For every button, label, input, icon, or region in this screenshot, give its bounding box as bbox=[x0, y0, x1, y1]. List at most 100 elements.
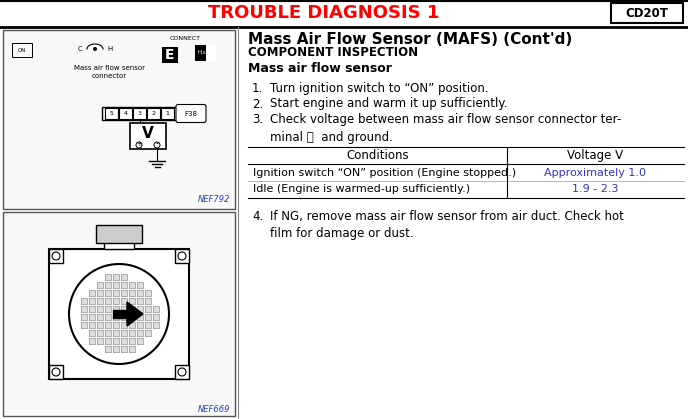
Bar bbox=[3, 212, 235, 416]
Bar bbox=[129, 322, 135, 328]
Bar bbox=[129, 338, 135, 344]
Text: 3.: 3. bbox=[252, 113, 263, 126]
Bar bbox=[121, 330, 127, 336]
Text: 2: 2 bbox=[151, 111, 155, 116]
Bar bbox=[145, 330, 151, 336]
Bar bbox=[49, 365, 63, 379]
Bar bbox=[0, 27, 238, 419]
Bar bbox=[89, 306, 95, 312]
Bar bbox=[105, 298, 111, 304]
Bar bbox=[119, 108, 132, 119]
Bar bbox=[137, 338, 143, 344]
Text: TROUBLE DIAGNOSIS 1: TROUBLE DIAGNOSIS 1 bbox=[208, 5, 440, 23]
Bar bbox=[89, 338, 95, 344]
Bar bbox=[145, 290, 151, 296]
Bar bbox=[105, 314, 111, 320]
Bar bbox=[89, 298, 95, 304]
Bar bbox=[137, 282, 143, 288]
Text: NEF792: NEF792 bbox=[197, 195, 230, 204]
Bar bbox=[129, 346, 135, 352]
Bar bbox=[137, 290, 143, 296]
Bar bbox=[175, 249, 189, 263]
Bar bbox=[113, 282, 119, 288]
Text: Approximately 1.0: Approximately 1.0 bbox=[544, 168, 647, 178]
Bar bbox=[147, 108, 160, 119]
Bar bbox=[104, 227, 134, 249]
Bar bbox=[113, 274, 119, 280]
Bar bbox=[113, 310, 127, 318]
Text: Ignition switch “ON” position (Engine stopped.): Ignition switch “ON” position (Engine st… bbox=[253, 168, 516, 178]
Bar bbox=[113, 314, 119, 320]
Bar bbox=[12, 43, 32, 57]
Bar bbox=[121, 346, 127, 352]
Bar bbox=[121, 322, 127, 328]
Bar bbox=[129, 314, 135, 320]
Bar bbox=[113, 322, 119, 328]
Text: CD20T: CD20T bbox=[625, 7, 669, 20]
Bar bbox=[121, 274, 127, 280]
Text: Check voltage between mass air flow sensor connector ter-
minal ⓢ  and ground.: Check voltage between mass air flow sens… bbox=[270, 113, 621, 143]
Bar bbox=[121, 290, 127, 296]
Bar bbox=[121, 282, 127, 288]
Text: C: C bbox=[78, 46, 83, 52]
Text: 4.: 4. bbox=[252, 210, 264, 223]
Text: Turn ignition switch to “ON” position.: Turn ignition switch to “ON” position. bbox=[270, 82, 488, 95]
Bar bbox=[89, 330, 95, 336]
Bar bbox=[121, 298, 127, 304]
Bar bbox=[121, 338, 127, 344]
FancyBboxPatch shape bbox=[176, 104, 206, 122]
Bar bbox=[105, 282, 111, 288]
Bar bbox=[121, 306, 127, 312]
Bar bbox=[161, 108, 174, 119]
Bar bbox=[105, 338, 111, 344]
Bar bbox=[129, 290, 135, 296]
Bar bbox=[611, 3, 683, 23]
Bar bbox=[195, 45, 215, 61]
Text: 1: 1 bbox=[166, 111, 169, 116]
Text: Mass air flow sensor
connector: Mass air flow sensor connector bbox=[74, 65, 144, 78]
Bar bbox=[3, 30, 235, 209]
Circle shape bbox=[69, 264, 169, 364]
Bar bbox=[113, 306, 119, 312]
Text: ON: ON bbox=[18, 47, 26, 52]
Bar bbox=[105, 108, 118, 119]
Text: E: E bbox=[165, 48, 175, 62]
Bar bbox=[113, 298, 119, 304]
Bar bbox=[113, 338, 119, 344]
Text: COMPONENT INSPECTION: COMPONENT INSPECTION bbox=[248, 47, 418, 59]
Bar bbox=[49, 249, 189, 379]
Bar bbox=[97, 330, 103, 336]
Text: 5: 5 bbox=[109, 111, 114, 116]
Text: Idle (Engine is warmed-up sufficiently.): Idle (Engine is warmed-up sufficiently.) bbox=[253, 184, 470, 194]
Polygon shape bbox=[127, 302, 143, 326]
Bar bbox=[81, 322, 87, 328]
Bar bbox=[153, 314, 159, 320]
Bar bbox=[105, 330, 111, 336]
Text: Mass Air Flow Sensor (MAFS) (Cont'd): Mass Air Flow Sensor (MAFS) (Cont'd) bbox=[248, 31, 572, 47]
Bar bbox=[0, 0, 688, 27]
Bar bbox=[105, 306, 111, 312]
Text: F38: F38 bbox=[184, 111, 197, 116]
Text: H: H bbox=[107, 46, 113, 52]
Text: V: V bbox=[142, 127, 154, 142]
Bar bbox=[89, 314, 95, 320]
Bar bbox=[105, 346, 111, 352]
Bar bbox=[105, 290, 111, 296]
Bar bbox=[97, 338, 103, 344]
Bar bbox=[49, 249, 63, 263]
Bar bbox=[97, 322, 103, 328]
Text: 1.: 1. bbox=[252, 82, 264, 95]
Bar bbox=[97, 306, 103, 312]
Text: Voltage V: Voltage V bbox=[568, 149, 623, 162]
Bar bbox=[113, 290, 119, 296]
Bar bbox=[81, 314, 87, 320]
Bar bbox=[162, 47, 178, 63]
Text: CONNECT: CONNECT bbox=[169, 36, 200, 41]
Bar bbox=[129, 298, 135, 304]
Text: 2.: 2. bbox=[252, 98, 264, 111]
Bar bbox=[133, 108, 146, 119]
Bar bbox=[137, 314, 143, 320]
Bar bbox=[97, 298, 103, 304]
Circle shape bbox=[93, 47, 97, 51]
Bar bbox=[105, 274, 111, 280]
